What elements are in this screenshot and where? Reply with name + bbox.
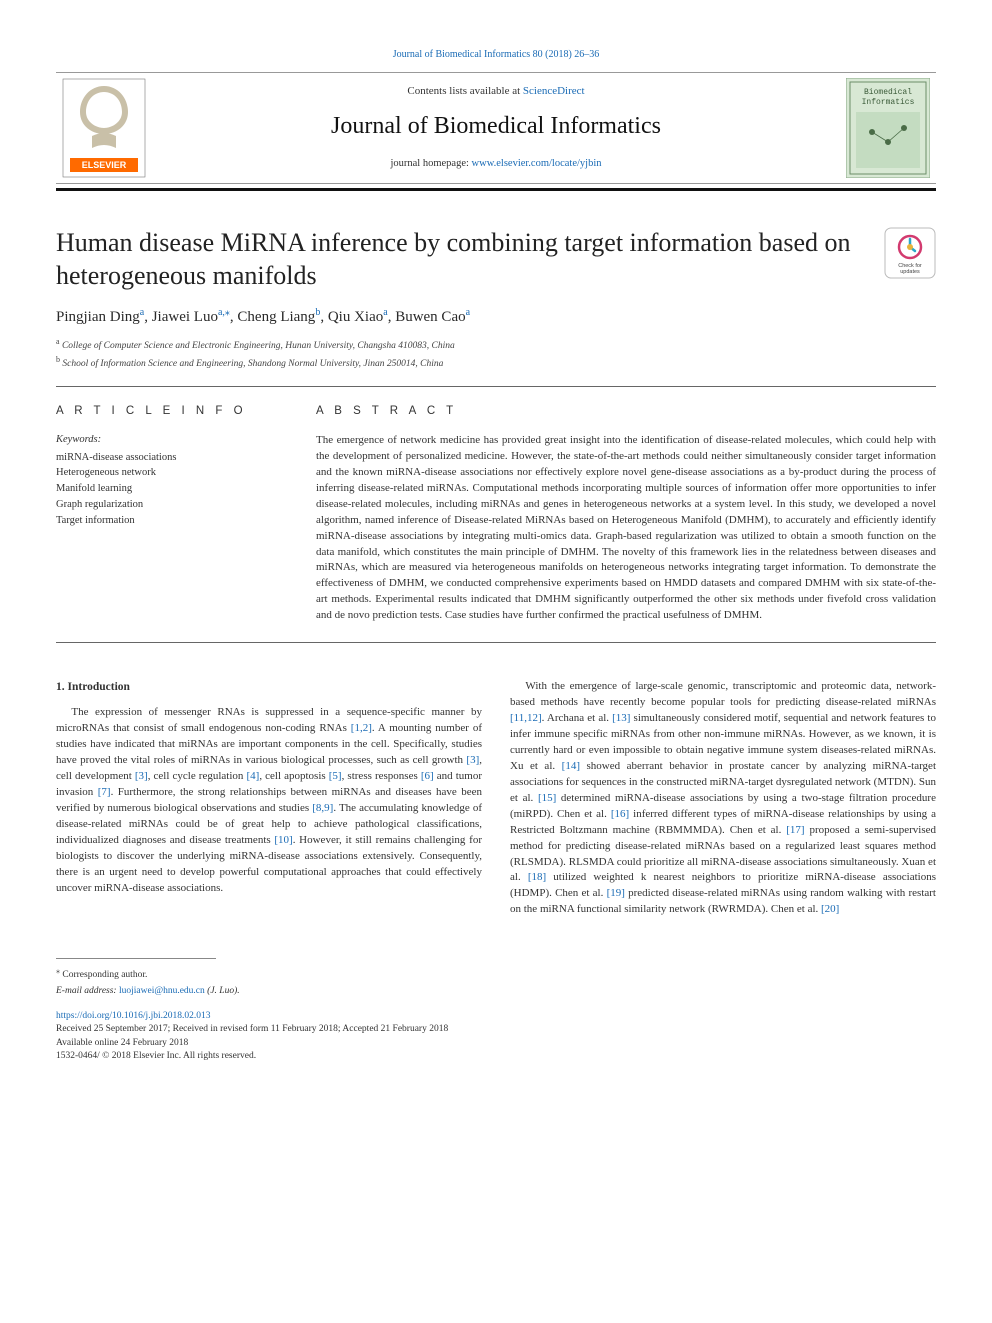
elsevier-text: ELSEVIER xyxy=(82,160,127,170)
citation-link[interactable]: [5] xyxy=(329,770,342,782)
citation-link[interactable]: [4] xyxy=(246,770,259,782)
svg-text:Biomedical: Biomedical xyxy=(864,88,912,97)
citation-link[interactable]: [1,2] xyxy=(351,722,372,734)
email-link[interactable]: luojiawei@hnu.edu.cn xyxy=(119,986,205,996)
journal-issue-link[interactable]: Journal of Biomedical Informatics 80 (20… xyxy=(56,48,936,62)
corresponding-author-note: ⁎ Corresponding author. xyxy=(56,965,936,982)
sciencedirect-link[interactable]: ScienceDirect xyxy=(523,85,585,97)
abstract-heading: A B S T R A C T xyxy=(316,403,936,419)
affiliations: a College of Computer Science and Electr… xyxy=(56,336,936,372)
citation-link[interactable]: [19] xyxy=(607,887,625,899)
header-thick-rule xyxy=(56,188,936,191)
citation-link[interactable]: [15] xyxy=(538,792,556,804)
citation-link[interactable]: [17] xyxy=(786,824,804,836)
contents-line: Contents lists available at ScienceDirec… xyxy=(407,84,584,99)
citation-link[interactable]: [20] xyxy=(821,903,839,915)
citation-link[interactable]: [11,12] xyxy=(510,712,542,724)
footer-separator xyxy=(56,958,216,959)
doi-link[interactable]: https://doi.org/10.1016/j.jbi.2018.02.01… xyxy=(56,1010,936,1023)
svg-text:Informatics: Informatics xyxy=(862,98,915,107)
journal-homepage: journal homepage: www.elsevier.com/locat… xyxy=(390,157,601,172)
journal-cover-thumbnail: Biomedical Informatics xyxy=(840,73,936,183)
article-title: Human disease MiRNA inference by combini… xyxy=(56,227,872,292)
abstract-column: A B S T R A C T The emergence of network… xyxy=(316,403,936,624)
citation-link[interactable]: [13] xyxy=(612,712,630,724)
abstract-text: The emergence of network medicine has pr… xyxy=(316,433,936,624)
article-info-column: A R T I C L E I N F O Keywords: miRNA-di… xyxy=(56,403,276,624)
homepage-url-link[interactable]: www.elsevier.com/locate/yjbin xyxy=(472,158,602,169)
citation-link[interactable]: [14] xyxy=(562,760,580,772)
available-online: Available online 24 February 2018 xyxy=(56,1037,936,1050)
citation-link[interactable]: [10] xyxy=(274,834,292,846)
divider-bottom xyxy=(56,642,936,643)
author-list: Pingjian Dinga, Jiawei Luoa,⁎, Cheng Lia… xyxy=(56,306,936,328)
intro-paragraph-1: The expression of messenger RNAs is supp… xyxy=(56,705,482,896)
citation-link[interactable]: [3] xyxy=(466,754,479,766)
citation-link[interactable]: [8,9] xyxy=(312,802,333,814)
citation-link[interactable]: [16] xyxy=(611,808,629,820)
email-line: E-mail address: luojiawei@hnu.edu.cn (J.… xyxy=(56,985,936,998)
article-body: 1. Introduction The expression of messen… xyxy=(56,679,936,918)
citation-link[interactable]: [18] xyxy=(528,871,546,883)
citation-link[interactable]: [6] xyxy=(421,770,434,782)
divider-top xyxy=(56,386,936,387)
keywords-label: Keywords: xyxy=(56,433,276,448)
intro-paragraph-2: With the emergence of large-scale genomi… xyxy=(510,679,936,918)
citation-link[interactable]: [7] xyxy=(98,786,111,798)
header-center: Contents lists available at ScienceDirec… xyxy=(152,73,840,183)
check-for-updates-button[interactable]: Check for updates xyxy=(884,227,936,279)
article-info-heading: A R T I C L E I N F O xyxy=(56,403,276,419)
journal-header-band: ELSEVIER Contents lists available at Sci… xyxy=(56,72,936,184)
svg-text:updates: updates xyxy=(900,269,920,275)
journal-title: Journal of Biomedical Informatics xyxy=(331,110,661,144)
citation-link[interactable]: [3] xyxy=(135,770,148,782)
keywords-list: miRNA-disease associationsHeterogeneous … xyxy=(56,450,276,529)
elsevier-logo: ELSEVIER xyxy=(56,73,152,183)
copyright-line: 1532-0464/ © 2018 Elsevier Inc. All righ… xyxy=(56,1050,936,1063)
section-heading-intro: 1. Introduction xyxy=(56,679,482,695)
article-history: Received 25 September 2017; Received in … xyxy=(56,1023,936,1036)
